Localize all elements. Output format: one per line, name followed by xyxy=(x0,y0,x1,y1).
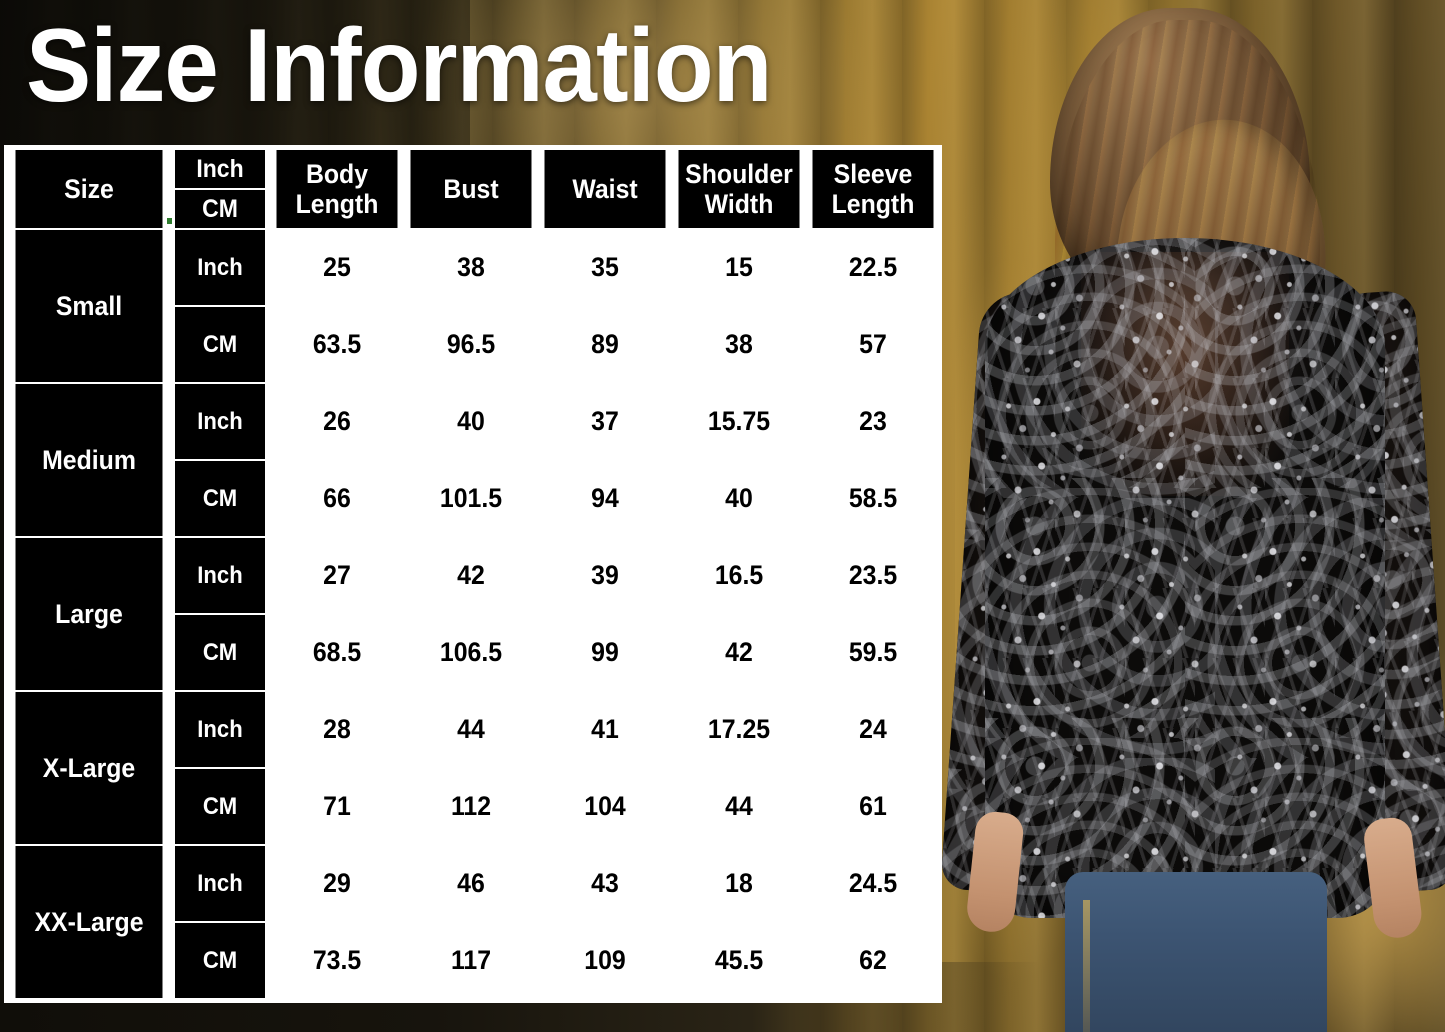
cell-medium-cm-sleeve-length: 58.5 xyxy=(810,459,936,538)
cell-medium-inch-waist: 37 xyxy=(542,382,668,461)
unit-inch: Inch xyxy=(173,228,267,307)
unit-inch: Inch xyxy=(173,690,267,769)
cell-small-inch-bust: 38 xyxy=(408,228,534,307)
cell-large-inch-sleeve-length: 23.5 xyxy=(810,536,936,615)
green-pixel-artifact xyxy=(167,218,172,224)
cell-xlarge-inch-bust: 44 xyxy=(408,690,534,769)
cell-large-inch-shoulder-width: 16.5 xyxy=(676,536,802,615)
header-waist: Waist xyxy=(542,148,668,230)
cell-xxlarge-inch-shoulder-width: 18 xyxy=(676,844,802,923)
model-photo xyxy=(940,0,1445,1032)
table-header-row-unit: CM xyxy=(8,188,940,230)
cell-xxlarge-inch-sleeve-length: 24.5 xyxy=(810,844,936,923)
cell-small-cm-shoulder-width: 38 xyxy=(676,305,802,384)
cell-xxlarge-cm-waist: 109 xyxy=(542,921,668,1000)
cell-xlarge-cm-sleeve-length: 61 xyxy=(810,767,936,846)
cell-large-inch-bust: 42 xyxy=(408,536,534,615)
cell-xlarge-inch-body-length: 28 xyxy=(274,690,400,769)
cell-large-inch-waist: 39 xyxy=(542,536,668,615)
cell-xlarge-cm-waist: 104 xyxy=(542,767,668,846)
cell-small-cm-waist: 89 xyxy=(542,305,668,384)
cell-large-cm-shoulder-width: 42 xyxy=(676,613,802,692)
unit-cm: CM xyxy=(173,767,267,846)
unit-cm: CM xyxy=(173,459,267,538)
table-row-large-inch: Large Inch 27 42 39 16.5 23.5 xyxy=(8,536,940,692)
header-unit-cm: CM xyxy=(173,188,267,230)
cell-small-cm-bust: 96.5 xyxy=(408,305,534,384)
cell-xxlarge-inch-body-length: 29 xyxy=(274,844,400,923)
table-row-xxlarge-inch: XX-Large Inch 29 46 43 18 24.5 xyxy=(8,844,940,1000)
header-sleeve-length: Sleeve Length xyxy=(810,148,936,230)
cell-small-inch-sleeve-length: 22.5 xyxy=(810,228,936,307)
table-header-row: Size Inch Body Length Bust Waist Shoulde… xyxy=(8,148,940,230)
cell-small-inch-shoulder-width: 15 xyxy=(676,228,802,307)
cell-xxlarge-cm-sleeve-length: 62 xyxy=(810,921,936,1000)
cell-xlarge-inch-waist: 41 xyxy=(542,690,668,769)
cell-medium-inch-sleeve-length: 23 xyxy=(810,382,936,461)
cell-xlarge-cm-shoulder-width: 44 xyxy=(676,767,802,846)
table-row-medium-cm: CM 66 101.5 94 40 58.5 xyxy=(8,459,940,538)
cell-small-inch-waist: 35 xyxy=(542,228,668,307)
header-size: Size xyxy=(13,148,165,230)
cell-small-inch-body-length: 25 xyxy=(274,228,400,307)
cell-medium-inch-bust: 40 xyxy=(408,382,534,461)
table-row-xlarge-inch: X-Large Inch 28 44 41 17.25 24 xyxy=(8,690,940,846)
size-table: Size Inch Body Length Bust Waist Shoulde… xyxy=(7,148,941,1000)
cell-xxlarge-cm-bust: 117 xyxy=(408,921,534,1000)
cell-xlarge-inch-sleeve-length: 24 xyxy=(810,690,936,769)
header-shoulder-width: Shoulder Width xyxy=(676,148,802,230)
page-title: Size Information xyxy=(26,8,772,124)
table-row-large-cm: CM 68.5 106.5 99 42 59.5 xyxy=(8,613,940,692)
cell-medium-cm-shoulder-width: 40 xyxy=(676,459,802,538)
unit-cm: CM xyxy=(173,613,267,692)
sequin-texture xyxy=(985,238,1385,918)
cell-large-cm-body-length: 68.5 xyxy=(274,613,400,692)
cell-medium-cm-bust: 101.5 xyxy=(408,459,534,538)
unit-inch: Inch xyxy=(173,382,267,461)
header-body-length: Body Length xyxy=(274,148,400,230)
unit-inch: Inch xyxy=(173,536,267,615)
table-row-small-cm: CM 63.5 96.5 89 38 57 xyxy=(8,305,940,384)
size-label-medium: Medium xyxy=(13,382,165,538)
size-label-x-large: X-Large xyxy=(13,690,165,846)
cell-xxlarge-inch-waist: 43 xyxy=(542,844,668,923)
size-label-large: Large xyxy=(13,536,165,692)
cell-xxlarge-cm-shoulder-width: 45.5 xyxy=(676,921,802,1000)
header-unit-inch: Inch xyxy=(173,148,267,190)
size-label-small: Small xyxy=(13,228,165,384)
unit-cm: CM xyxy=(173,921,267,1000)
cell-medium-cm-body-length: 66 xyxy=(274,459,400,538)
cell-medium-inch-shoulder-width: 15.75 xyxy=(676,382,802,461)
cell-small-cm-body-length: 63.5 xyxy=(274,305,400,384)
cell-xlarge-inch-shoulder-width: 17.25 xyxy=(676,690,802,769)
cell-xxlarge-cm-body-length: 73.5 xyxy=(274,921,400,1000)
garment-sequin-top xyxy=(985,238,1385,918)
cell-large-cm-waist: 99 xyxy=(542,613,668,692)
unit-cm: CM xyxy=(173,305,267,384)
header-bust: Bust xyxy=(408,148,534,230)
cell-large-inch-body-length: 27 xyxy=(274,536,400,615)
cell-large-cm-bust: 106.5 xyxy=(408,613,534,692)
table-row-small-inch: Small Inch 25 38 35 15 22.5 xyxy=(8,228,940,384)
cell-xxlarge-inch-bust: 46 xyxy=(408,844,534,923)
cell-xlarge-cm-bust: 112 xyxy=(408,767,534,846)
cell-medium-inch-body-length: 26 xyxy=(274,382,400,461)
table-row-xlarge-cm: CM 71 112 104 44 61 xyxy=(8,767,940,846)
cell-medium-cm-waist: 94 xyxy=(542,459,668,538)
table-row-xxlarge-cm: CM 73.5 117 109 45.5 62 xyxy=(8,921,940,1000)
size-label-xx-large: XX-Large xyxy=(13,844,165,1000)
model-jeans-gap xyxy=(1083,900,1090,1032)
cell-large-cm-sleeve-length: 59.5 xyxy=(810,613,936,692)
unit-inch: Inch xyxy=(173,844,267,923)
table-row-medium-inch: Medium Inch 26 40 37 15.75 23 xyxy=(8,382,940,538)
model-jeans xyxy=(1065,872,1327,1032)
cell-xlarge-cm-body-length: 71 xyxy=(274,767,400,846)
size-table-container: Size Inch Body Length Bust Waist Shoulde… xyxy=(4,145,942,1003)
cell-small-cm-sleeve-length: 57 xyxy=(810,305,936,384)
